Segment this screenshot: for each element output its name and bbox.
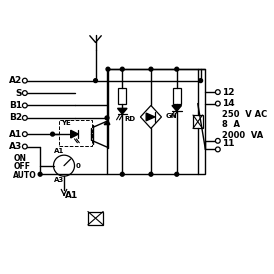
Text: OFF: OFF [13, 162, 30, 171]
Text: A2: A2 [9, 76, 22, 85]
Text: ON: ON [13, 153, 26, 162]
Circle shape [22, 132, 27, 136]
Circle shape [38, 172, 42, 176]
Polygon shape [118, 108, 127, 114]
Circle shape [51, 132, 55, 136]
Bar [173, 88, 181, 104]
Text: 14: 14 [222, 99, 234, 108]
Bar [107, 69, 206, 174]
Circle shape [199, 79, 202, 82]
Polygon shape [71, 130, 78, 138]
Text: A1: A1 [9, 130, 22, 139]
Circle shape [106, 67, 110, 71]
Text: 0: 0 [75, 163, 80, 169]
Circle shape [120, 172, 124, 176]
Text: 250  V AC: 250 V AC [222, 110, 267, 119]
Circle shape [22, 103, 27, 108]
Circle shape [105, 116, 109, 120]
Text: 11: 11 [222, 139, 234, 148]
Text: S: S [15, 89, 22, 98]
Text: A1: A1 [65, 191, 78, 200]
Circle shape [215, 90, 220, 95]
Polygon shape [146, 113, 155, 121]
Circle shape [22, 78, 27, 83]
Circle shape [175, 172, 179, 176]
Circle shape [22, 91, 27, 95]
Circle shape [215, 101, 220, 106]
Text: 12: 12 [222, 88, 234, 97]
Polygon shape [104, 121, 110, 125]
Circle shape [149, 172, 153, 176]
Circle shape [215, 138, 220, 143]
Circle shape [215, 147, 220, 152]
Text: B1: B1 [9, 101, 22, 110]
Text: AUTO: AUTO [13, 171, 37, 180]
Bar [118, 88, 126, 104]
Text: 8  A: 8 A [222, 120, 240, 129]
Text: A3: A3 [54, 177, 64, 183]
Circle shape [120, 67, 124, 71]
Text: RD: RD [124, 116, 135, 122]
Circle shape [175, 67, 179, 71]
Text: A1: A1 [54, 148, 64, 154]
Circle shape [22, 144, 27, 149]
Text: 2000  VA: 2000 VA [222, 131, 263, 139]
Bar [59, 120, 92, 145]
Text: A3: A3 [9, 142, 22, 151]
Circle shape [22, 116, 27, 120]
Text: B2: B2 [9, 113, 22, 122]
Polygon shape [172, 105, 181, 111]
Circle shape [94, 79, 98, 82]
Circle shape [149, 67, 153, 71]
Text: GN: GN [165, 113, 177, 119]
Bar [193, 115, 202, 129]
Text: YE: YE [61, 120, 71, 126]
Bar [88, 212, 103, 225]
